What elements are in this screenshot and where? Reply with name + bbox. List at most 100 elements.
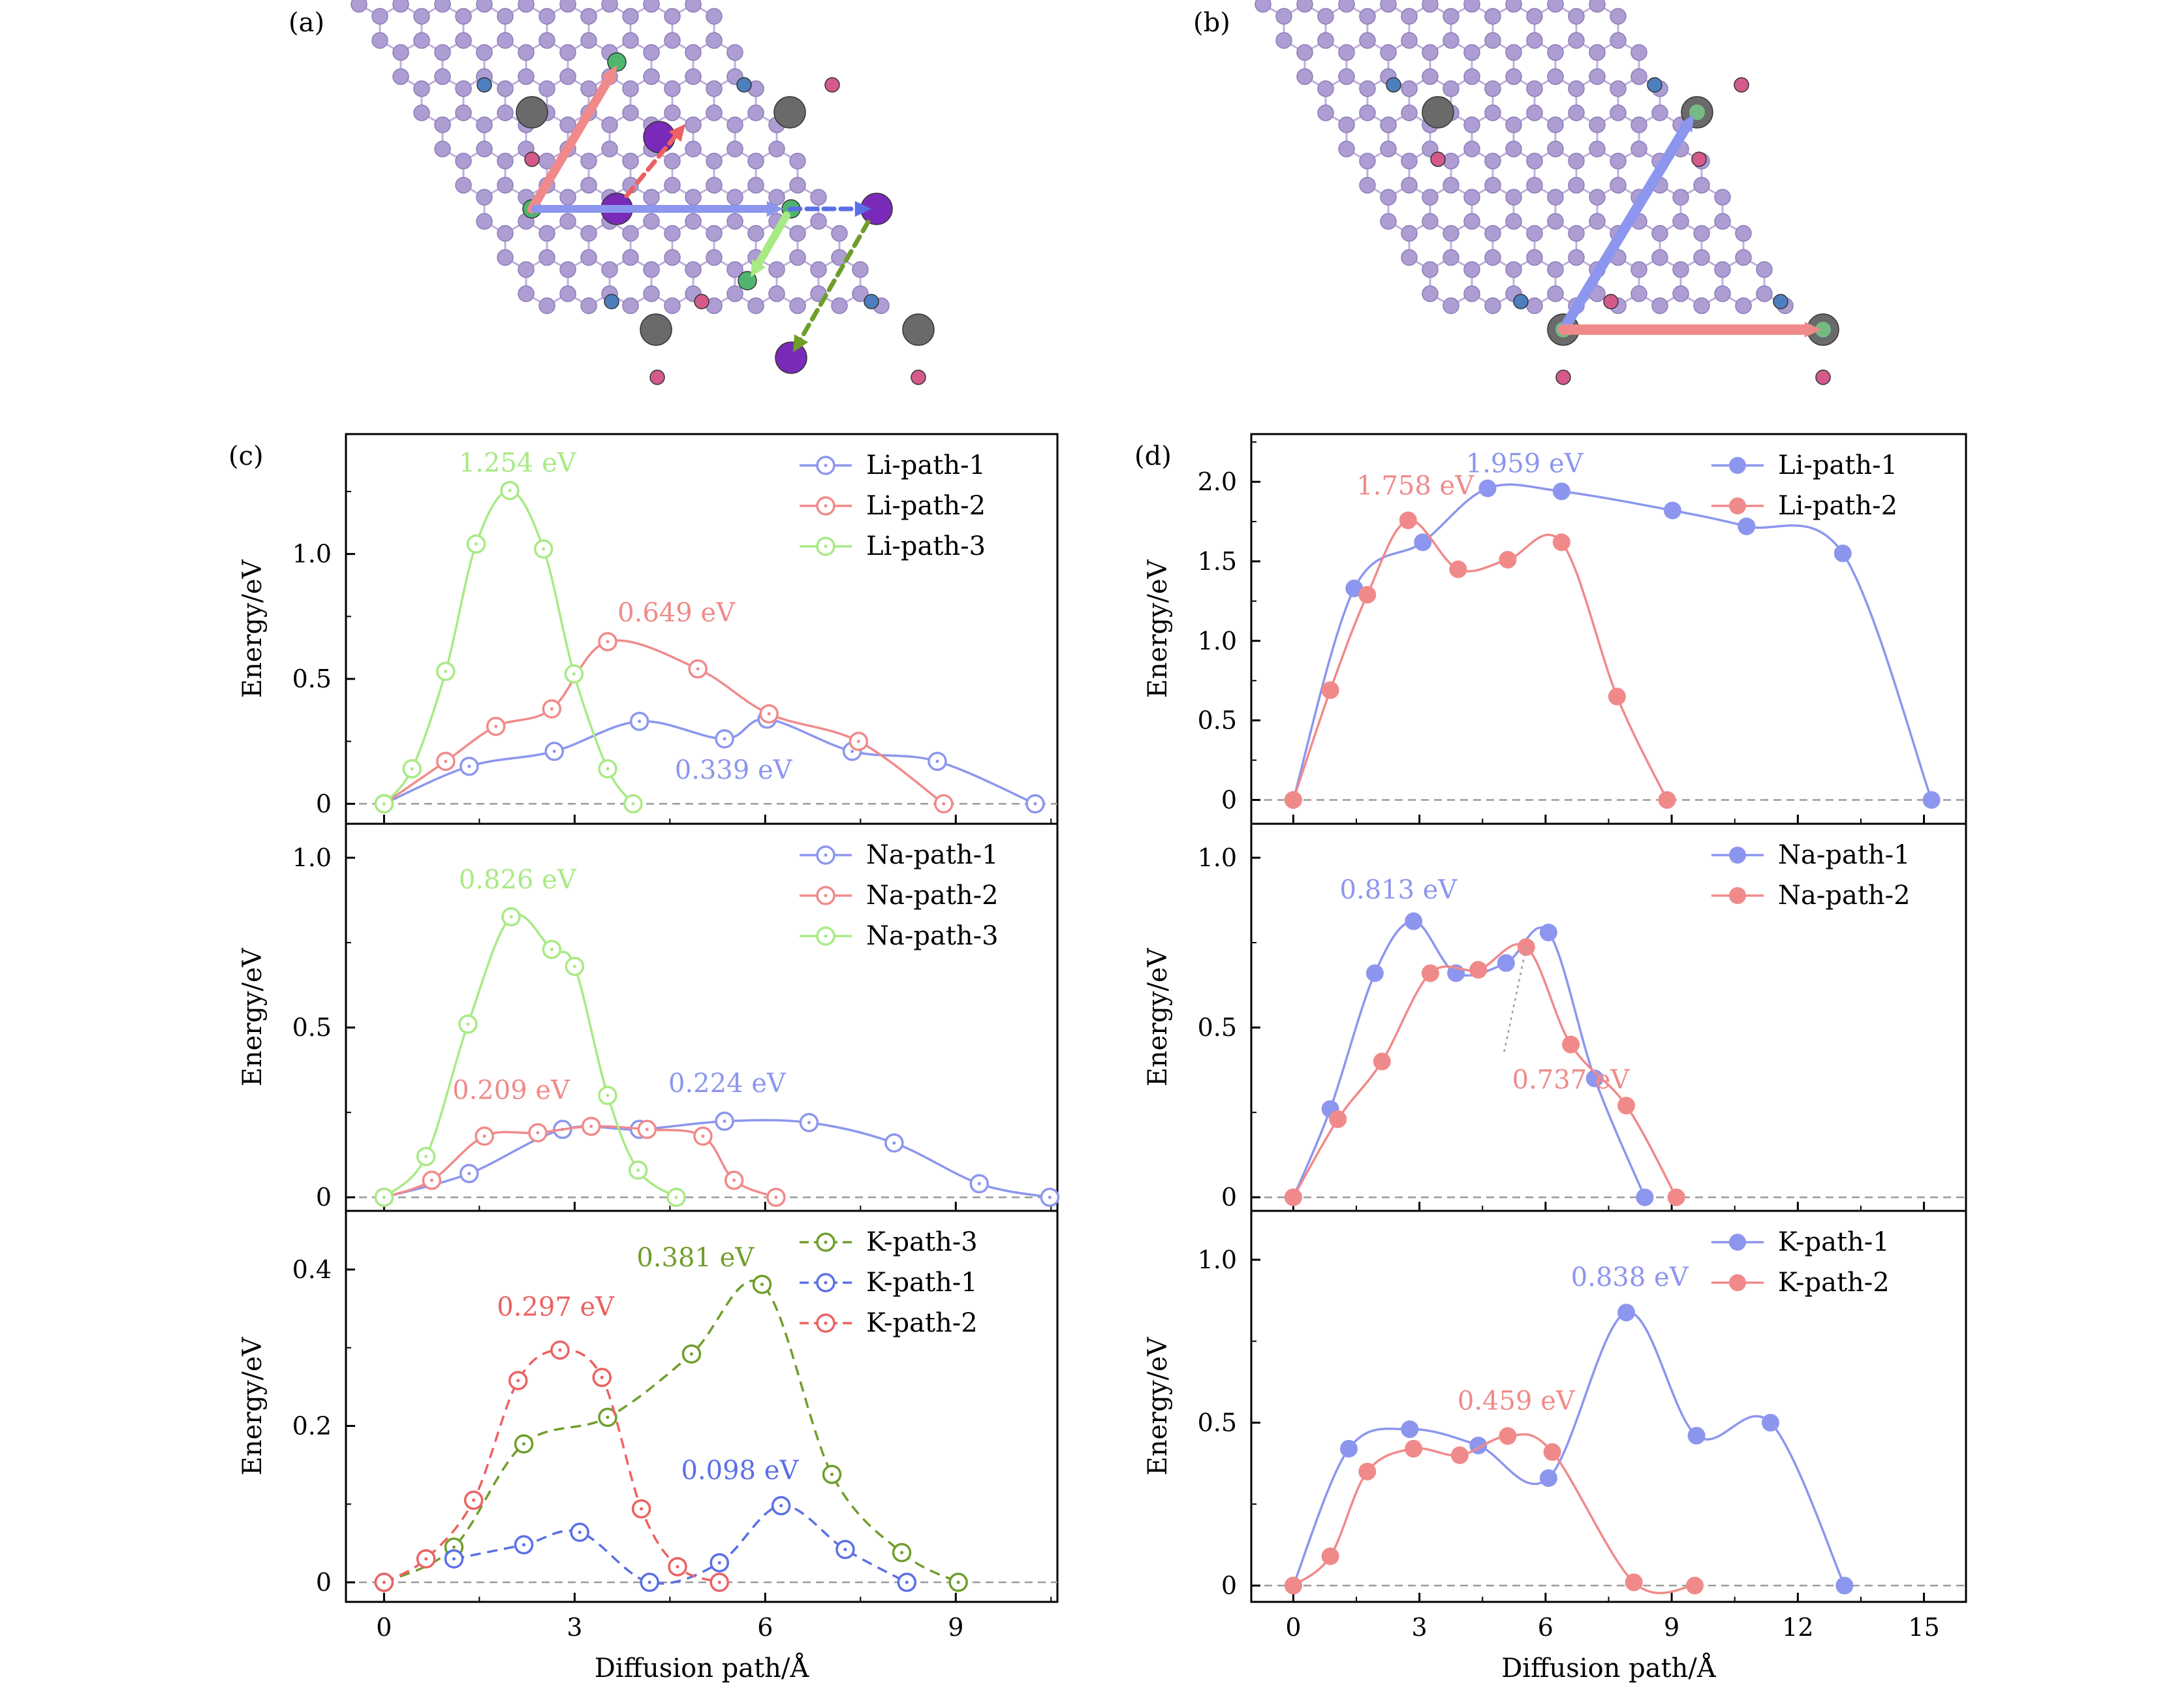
lattice-atom: [1359, 104, 1376, 121]
legend-entry: Na-path-1: [800, 840, 999, 870]
arrow-k-path: [624, 133, 679, 198]
lattice-atom: [643, 285, 660, 302]
lattice-atom: [1526, 297, 1543, 315]
lattice-atom: [726, 285, 743, 302]
barrier-annotation: 1.758 eV: [1356, 471, 1474, 501]
data-point: [1738, 517, 1756, 535]
lattice-atom: [1505, 116, 1522, 134]
lattice-atom: [1651, 104, 1668, 121]
lattice-atom: [497, 225, 514, 242]
data-point-dot: [552, 749, 556, 753]
lattice-atom: [1568, 176, 1585, 194]
legend-entry: Na-path-1: [1711, 840, 1911, 870]
lattice-atom: [371, 8, 388, 25]
lattice-atom: [518, 44, 535, 61]
n-atom-icon: [864, 294, 879, 309]
data-point: [1358, 586, 1377, 604]
data-point-dot: [578, 1530, 582, 1534]
lattice-atom: [497, 8, 514, 25]
lattice-atom: [685, 68, 702, 86]
lattice-atom: [580, 80, 597, 97]
data-point-dot: [382, 802, 386, 806]
lattice-atom: [789, 249, 806, 266]
energy-plots: 0 0.5 1.0 Energy/eV Li-path-1 Li-path-2 Li-pat…: [238, 433, 1967, 1683]
lattice-atom: [1359, 152, 1376, 170]
lattice-atom: [1401, 104, 1418, 121]
data-point: [1552, 533, 1570, 552]
lattice-atom: [497, 152, 514, 170]
lattice-atom: [747, 152, 764, 170]
lattice-atom: [1338, 68, 1355, 86]
lattice-atom: [1484, 32, 1501, 49]
lattice-atom: [1443, 152, 1459, 170]
y-axis-label: Energy/eV: [1143, 947, 1173, 1086]
y-axis-label: Energy/eV: [1143, 1336, 1173, 1475]
data-point: [1687, 1426, 1706, 1445]
data-point-dot: [382, 1580, 386, 1584]
lattice-atom: [789, 225, 806, 242]
y-tick-label: 0: [1221, 1183, 1237, 1212]
y-axis-label: Energy/eV: [238, 1336, 268, 1475]
annotation-leader: [1503, 947, 1527, 1055]
lattice-atom: [1401, 249, 1418, 266]
lattice-atom: [664, 152, 681, 170]
lattice-atom: [413, 32, 430, 49]
y-tick-label: 0: [316, 1568, 332, 1597]
lattice-atom: [1484, 104, 1501, 121]
lattice-atom: [643, 44, 660, 61]
lattice-atom: [706, 152, 723, 170]
data-point-dot: [508, 488, 512, 492]
data-point-dot: [676, 1565, 679, 1569]
lattice-atom: [455, 32, 472, 49]
data-point: [1499, 1427, 1517, 1445]
lattice-atom: [768, 285, 785, 302]
barrier-annotation: 0.224 eV: [668, 1069, 787, 1099]
data-point: [1833, 544, 1852, 563]
lattice-atom: [789, 152, 806, 170]
data-point-dot: [1048, 1195, 1052, 1199]
lattice-atom: [1359, 8, 1376, 25]
series-li-path-1: [1284, 479, 1941, 809]
plot-c1: 0 0.5 1.0 Energy/eV Li-path-1 Li-path-2 Li-pat…: [238, 433, 1059, 825]
b-atom-icon: [911, 369, 926, 385]
lattice-atom: [476, 213, 493, 230]
y-tick-label: 0.4: [292, 1255, 332, 1284]
lattice-atom: [1380, 116, 1397, 134]
data-point: [1667, 1188, 1685, 1206]
lattice-atom: [392, 0, 409, 13]
legend-label: K-path-2: [1778, 1268, 1890, 1298]
legend-label: Na-path-3: [866, 921, 999, 951]
lattice-atom: [1547, 140, 1564, 158]
lattice-atom: [476, 44, 493, 61]
lattice-atom: [1693, 225, 1710, 242]
lattice-atom: [1255, 0, 1271, 13]
data-point-dot: [522, 1543, 525, 1547]
lattice-atom: [476, 140, 493, 158]
lattice-atom: [497, 249, 514, 266]
lattice-atom: [1526, 176, 1543, 194]
data-point-dot: [494, 725, 498, 728]
data-point-dot: [905, 1580, 909, 1584]
lattice-atom: [685, 0, 702, 13]
lattice-atom: [1380, 213, 1397, 230]
lattice-atom: [559, 68, 576, 86]
legend-marker: [1729, 847, 1746, 864]
lattice-atom: [455, 104, 472, 121]
lattice-atom: [726, 116, 743, 134]
lattice-atom: [831, 249, 848, 266]
lattice-atom: [1401, 8, 1418, 25]
data-point-dot: [900, 1551, 904, 1555]
lattice-atom: [810, 213, 827, 230]
lattice-atom: [1610, 32, 1627, 49]
plot-d1: 0 0.5 1.0 1.5 2.0 Energy/eV Li-path-1 Li-path-2…: [1143, 433, 1967, 825]
data-point: [1399, 511, 1417, 529]
lattice-atom: [434, 0, 451, 13]
lattice-atom: [580, 225, 597, 242]
lattice-atom: [1443, 80, 1459, 97]
lattice-atom: [1672, 213, 1689, 230]
lattice-atom: [1275, 32, 1292, 49]
data-point: [1449, 560, 1467, 578]
data-point-dot: [856, 740, 860, 743]
data-point: [1284, 1576, 1302, 1595]
